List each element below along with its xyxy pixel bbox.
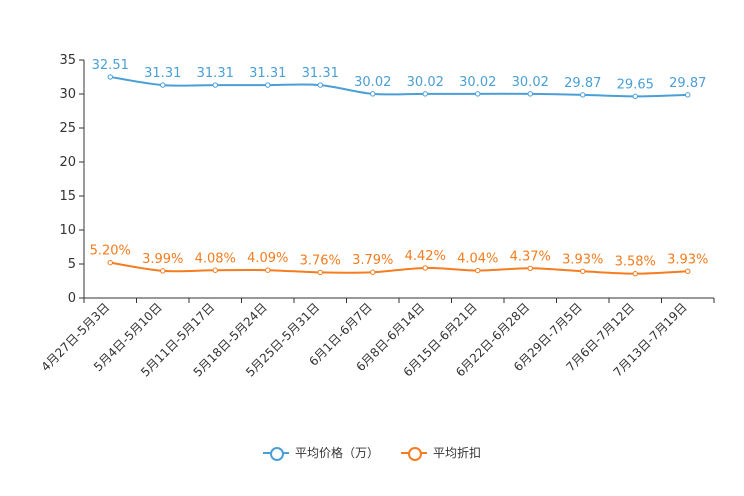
data-point	[370, 269, 376, 275]
data-point	[212, 82, 218, 88]
data-label: 30.02	[354, 75, 391, 90]
data-label: 3.99%	[142, 252, 183, 267]
data-label: 30.02	[459, 75, 496, 90]
data-point	[527, 265, 533, 271]
data-label: 32.51	[92, 58, 129, 73]
data-point	[632, 93, 638, 100]
data-point	[212, 267, 218, 273]
y-tick-label: 20	[59, 155, 76, 170]
legend-label-average-price: 平均价格（万）	[294, 446, 379, 460]
legend: 平均价格（万） 平均折扣	[0, 444, 744, 461]
data-label: 4.09%	[247, 251, 288, 266]
data-label: 29.87	[564, 76, 601, 91]
series-line-0	[110, 75, 688, 98]
data-point	[475, 267, 481, 274]
y-tick-label: 0	[68, 291, 76, 306]
data-label: 4.37%	[510, 249, 551, 264]
data-point	[527, 91, 533, 97]
data-label: 4.42%	[405, 249, 446, 264]
data-label: 31.31	[302, 66, 339, 81]
data-label: 30.02	[407, 75, 444, 90]
y-tick-label: 10	[59, 223, 76, 238]
data-label: 30.02	[512, 75, 549, 90]
y-tick-label: 5	[68, 257, 76, 272]
data-point	[107, 74, 113, 80]
data-point	[632, 270, 638, 277]
y-tick-label: 15	[59, 189, 76, 204]
data-point	[580, 92, 586, 98]
y-tick-label: 25	[59, 121, 76, 136]
data-label: 31.31	[197, 66, 234, 81]
data-label: 3.93%	[562, 252, 603, 267]
y-tick-label: 30	[59, 87, 76, 102]
data-label: 4.08%	[195, 251, 236, 266]
data-point	[107, 259, 113, 266]
data-point	[317, 82, 323, 88]
data-label: 3.58%	[615, 255, 656, 270]
data-point	[317, 269, 323, 276]
data-label: 5.20%	[90, 244, 131, 259]
data-label: 31.31	[144, 66, 181, 81]
data-label: 29.87	[669, 76, 706, 91]
legend-marker-icon	[401, 446, 427, 461]
legend-item-average-discount[interactable]: 平均折扣	[401, 444, 481, 461]
data-point	[422, 91, 428, 97]
data-point	[370, 91, 376, 97]
data-point	[685, 92, 691, 98]
series-line-1	[110, 261, 688, 275]
data-label: 4.04%	[457, 252, 498, 267]
data-point	[475, 91, 481, 97]
data-label: 3.76%	[300, 253, 341, 268]
data-point	[265, 82, 271, 88]
data-label: 31.31	[249, 66, 286, 81]
legend-marker-icon	[262, 446, 289, 461]
data-point	[685, 268, 691, 274]
legend-item-average-price[interactable]: 平均价格（万）	[262, 444, 379, 461]
data-point	[160, 82, 166, 88]
data-label: 3.79%	[352, 253, 393, 268]
data-label: 29.65	[617, 77, 654, 92]
y-tick-label: 35	[59, 53, 76, 68]
data-label: 3.93%	[667, 252, 708, 267]
legend-label-average-discount: 平均折扣	[433, 446, 482, 460]
data-point	[580, 268, 586, 274]
data-point	[265, 267, 271, 273]
data-point	[422, 265, 428, 271]
data-point	[160, 268, 166, 274]
